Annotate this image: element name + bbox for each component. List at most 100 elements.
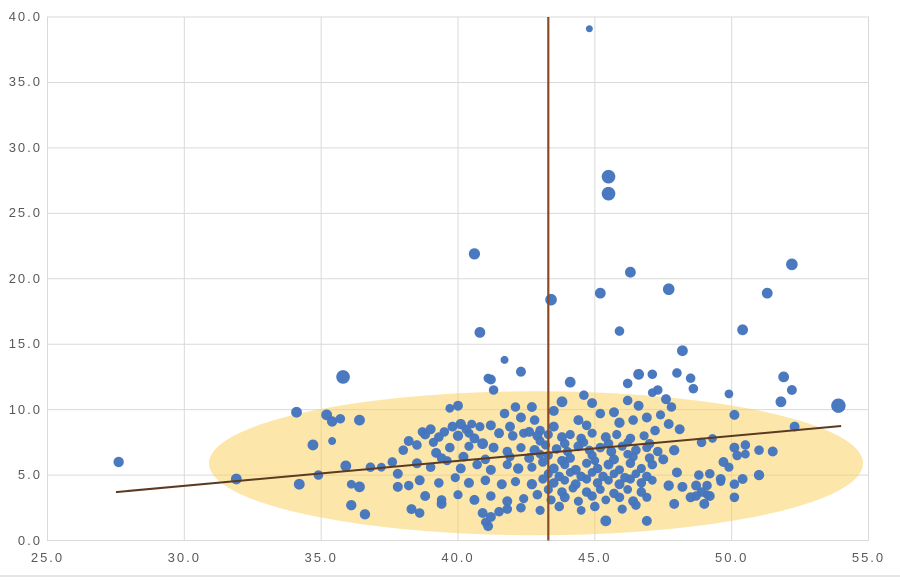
scatter-point[interactable]	[639, 431, 649, 441]
scatter-point[interactable]	[526, 402, 537, 413]
scatter-point[interactable]	[652, 446, 663, 457]
scatter-point[interactable]	[622, 378, 633, 389]
scatter-point[interactable]	[477, 438, 489, 450]
scatter-point[interactable]	[538, 474, 548, 484]
scatter-point[interactable]	[704, 468, 715, 479]
scatter-point[interactable]	[425, 462, 436, 473]
scatter-point[interactable]	[775, 396, 787, 408]
scatter-point[interactable]	[560, 475, 570, 485]
scatter-point[interactable]	[464, 441, 474, 451]
scatter-point[interactable]	[293, 478, 305, 490]
scatter-point[interactable]	[502, 496, 513, 507]
scatter-point[interactable]	[527, 462, 537, 472]
scatter-point[interactable]	[582, 474, 592, 484]
scatter-point[interactable]	[346, 499, 357, 511]
scatter-point[interactable]	[335, 413, 346, 424]
scatter-point[interactable]	[326, 416, 338, 427]
scatter-point[interactable]	[647, 459, 658, 470]
scatter-point[interactable]	[601, 169, 616, 184]
scatter-point[interactable]	[559, 438, 570, 449]
scatter-point[interactable]	[469, 494, 480, 505]
scatter-point[interactable]	[354, 414, 365, 426]
scatter-point[interactable]	[455, 463, 466, 474]
scatter-point[interactable]	[464, 428, 474, 438]
scatter-point[interactable]	[354, 481, 365, 493]
scatter-point[interactable]	[564, 376, 576, 388]
scatter-point[interactable]	[494, 506, 504, 517]
scatter-point[interactable]	[631, 500, 641, 510]
scatter-point[interactable]	[403, 480, 414, 491]
scatter-point[interactable]	[612, 429, 622, 440]
scatter-point[interactable]	[535, 436, 545, 446]
scatter-point[interactable]	[614, 417, 625, 428]
scatter-point[interactable]	[786, 384, 797, 395]
scatter-point[interactable]	[724, 389, 734, 399]
scatter-point[interactable]	[475, 422, 485, 432]
scatter-point[interactable]	[502, 504, 513, 514]
scatter-point[interactable]	[716, 477, 726, 487]
scatter-point[interactable]	[729, 409, 740, 420]
scatter-point[interactable]	[590, 456, 600, 466]
scatter-point[interactable]	[729, 479, 740, 490]
scatter-point[interactable]	[516, 442, 526, 453]
scatter-point[interactable]	[582, 458, 592, 468]
scatter-point[interactable]	[467, 419, 477, 429]
scatter-point[interactable]	[691, 480, 702, 491]
scatter-point[interactable]	[677, 345, 688, 357]
scatter-point[interactable]	[548, 478, 559, 488]
scatter-point[interactable]	[633, 368, 645, 380]
scatter-point[interactable]	[587, 491, 597, 501]
scatter-point[interactable]	[658, 454, 669, 465]
scatter-point[interactable]	[346, 479, 356, 489]
scatter-point[interactable]	[595, 408, 606, 419]
scatter-point[interactable]	[685, 373, 696, 384]
scatter-point[interactable]	[724, 462, 734, 472]
scatter-point[interactable]	[600, 515, 612, 527]
scatter-point[interactable]	[740, 449, 750, 459]
scatter-point[interactable]	[647, 388, 657, 398]
scatter-point[interactable]	[568, 483, 578, 493]
scatter-point[interactable]	[453, 400, 463, 411]
scatter-point[interactable]	[526, 479, 538, 490]
scatter-point[interactable]	[636, 478, 647, 488]
scatter-point[interactable]	[398, 445, 409, 455]
scatter-point[interactable]	[579, 437, 589, 447]
scatter-point[interactable]	[538, 457, 548, 467]
scatter-point[interactable]	[488, 385, 499, 395]
scatter-point[interactable]	[486, 491, 496, 501]
scatter-point[interactable]	[666, 402, 677, 412]
scatter-point[interactable]	[554, 501, 565, 512]
scatter-point[interactable]	[674, 424, 685, 435]
scatter-point[interactable]	[502, 459, 512, 470]
scatter-point[interactable]	[669, 498, 680, 509]
scatter-point[interactable]	[483, 373, 493, 383]
scatter-point[interactable]	[590, 501, 600, 512]
scatter-point[interactable]	[510, 477, 521, 487]
scatter-point[interactable]	[488, 442, 499, 453]
scatter-point[interactable]	[515, 366, 526, 377]
scatter-point[interactable]	[694, 470, 704, 480]
scatter-point[interactable]	[641, 515, 652, 526]
scatter-point[interactable]	[699, 498, 710, 509]
scatter-point[interactable]	[737, 473, 748, 484]
scatter-point[interactable]	[556, 396, 568, 408]
scatter-point[interactable]	[365, 462, 376, 473]
scatter-point[interactable]	[535, 505, 545, 515]
scatter-point[interactable]	[434, 478, 444, 488]
scatter-point[interactable]	[601, 495, 611, 505]
scatter-point[interactable]	[500, 355, 509, 364]
scatter-point[interactable]	[579, 390, 589, 401]
scatter-point[interactable]	[507, 431, 518, 441]
scatter-point[interactable]	[737, 324, 749, 336]
scatter-point[interactable]	[581, 420, 592, 431]
scatter-point[interactable]	[617, 504, 627, 514]
scatter-point[interactable]	[485, 420, 496, 431]
scatter-point[interactable]	[560, 459, 570, 470]
scatter-point[interactable]	[609, 469, 619, 479]
scatter-point[interactable]	[641, 412, 652, 423]
scatter-point[interactable]	[614, 479, 625, 490]
scatter-point[interactable]	[688, 383, 699, 394]
scatter-point[interactable]	[623, 449, 633, 459]
scatter-point[interactable]	[625, 474, 636, 484]
scatter-point[interactable]	[412, 440, 422, 450]
